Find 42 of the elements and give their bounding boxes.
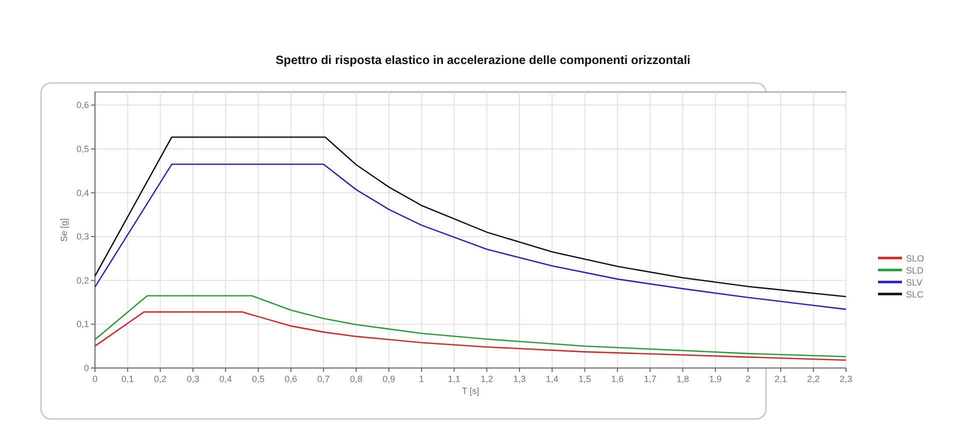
legend-label: SLV	[906, 278, 922, 288]
y-tick-label: 0,3	[76, 232, 89, 242]
y-tick-label: 0,6	[76, 100, 89, 110]
x-tick-label: 0,4	[219, 374, 232, 384]
x-tick-label: 1	[419, 374, 424, 384]
x-tick-label: 2,2	[807, 374, 820, 384]
x-tick-label: 1,9	[709, 374, 722, 384]
x-tick-label: 1,7	[644, 374, 656, 384]
x-tick-label: 0,8	[350, 374, 362, 384]
y-tick-label: 0,2	[76, 275, 89, 286]
x-tick-label: 1,4	[546, 374, 558, 384]
x-tick-label: 2	[746, 374, 751, 384]
legend-label: SLD	[906, 266, 924, 276]
x-tick-label: 2,1	[774, 374, 787, 384]
chart-title: Spettro di risposta elastico in accelerazione delle componenti orizzontali	[276, 53, 690, 67]
y-tick-label: 0,5	[76, 144, 89, 154]
x-tick-label: 0,7	[317, 374, 330, 384]
legend-label: SLC	[906, 290, 924, 300]
x-tick-label: 0	[92, 374, 98, 384]
legend-label: SLO	[906, 254, 924, 264]
x-axis-title: T [s]	[462, 386, 480, 396]
line-series	[94, 164, 847, 310]
x-tick-label: 0,5	[252, 374, 265, 384]
y-axis-title: Se [g]	[59, 218, 69, 242]
x-tick-label: 0,2	[154, 374, 167, 384]
x-tick-label: 1,2	[480, 374, 494, 384]
x-tick-label: 1,6	[611, 374, 624, 384]
line-series	[94, 295, 847, 358]
line-series	[94, 136, 847, 298]
x-tick-label: 1,1	[448, 374, 460, 384]
x-tick-label: 1,3	[513, 374, 526, 384]
x-tick-label: 1,5	[578, 374, 592, 384]
y-tick-label: 0,4	[76, 188, 89, 198]
x-tick-label: 0,6	[284, 374, 298, 384]
y-tick-label: 0,1	[76, 319, 89, 330]
x-tick-label: 0,1	[121, 374, 134, 384]
x-tick-label: 2,3	[840, 374, 852, 384]
y-tick-label: 0	[84, 363, 89, 373]
x-tick-label: 1,8	[676, 374, 689, 384]
line-series	[94, 311, 847, 361]
x-tick-label: 0,9	[382, 374, 396, 384]
x-tick-label: 0,3	[186, 374, 200, 384]
